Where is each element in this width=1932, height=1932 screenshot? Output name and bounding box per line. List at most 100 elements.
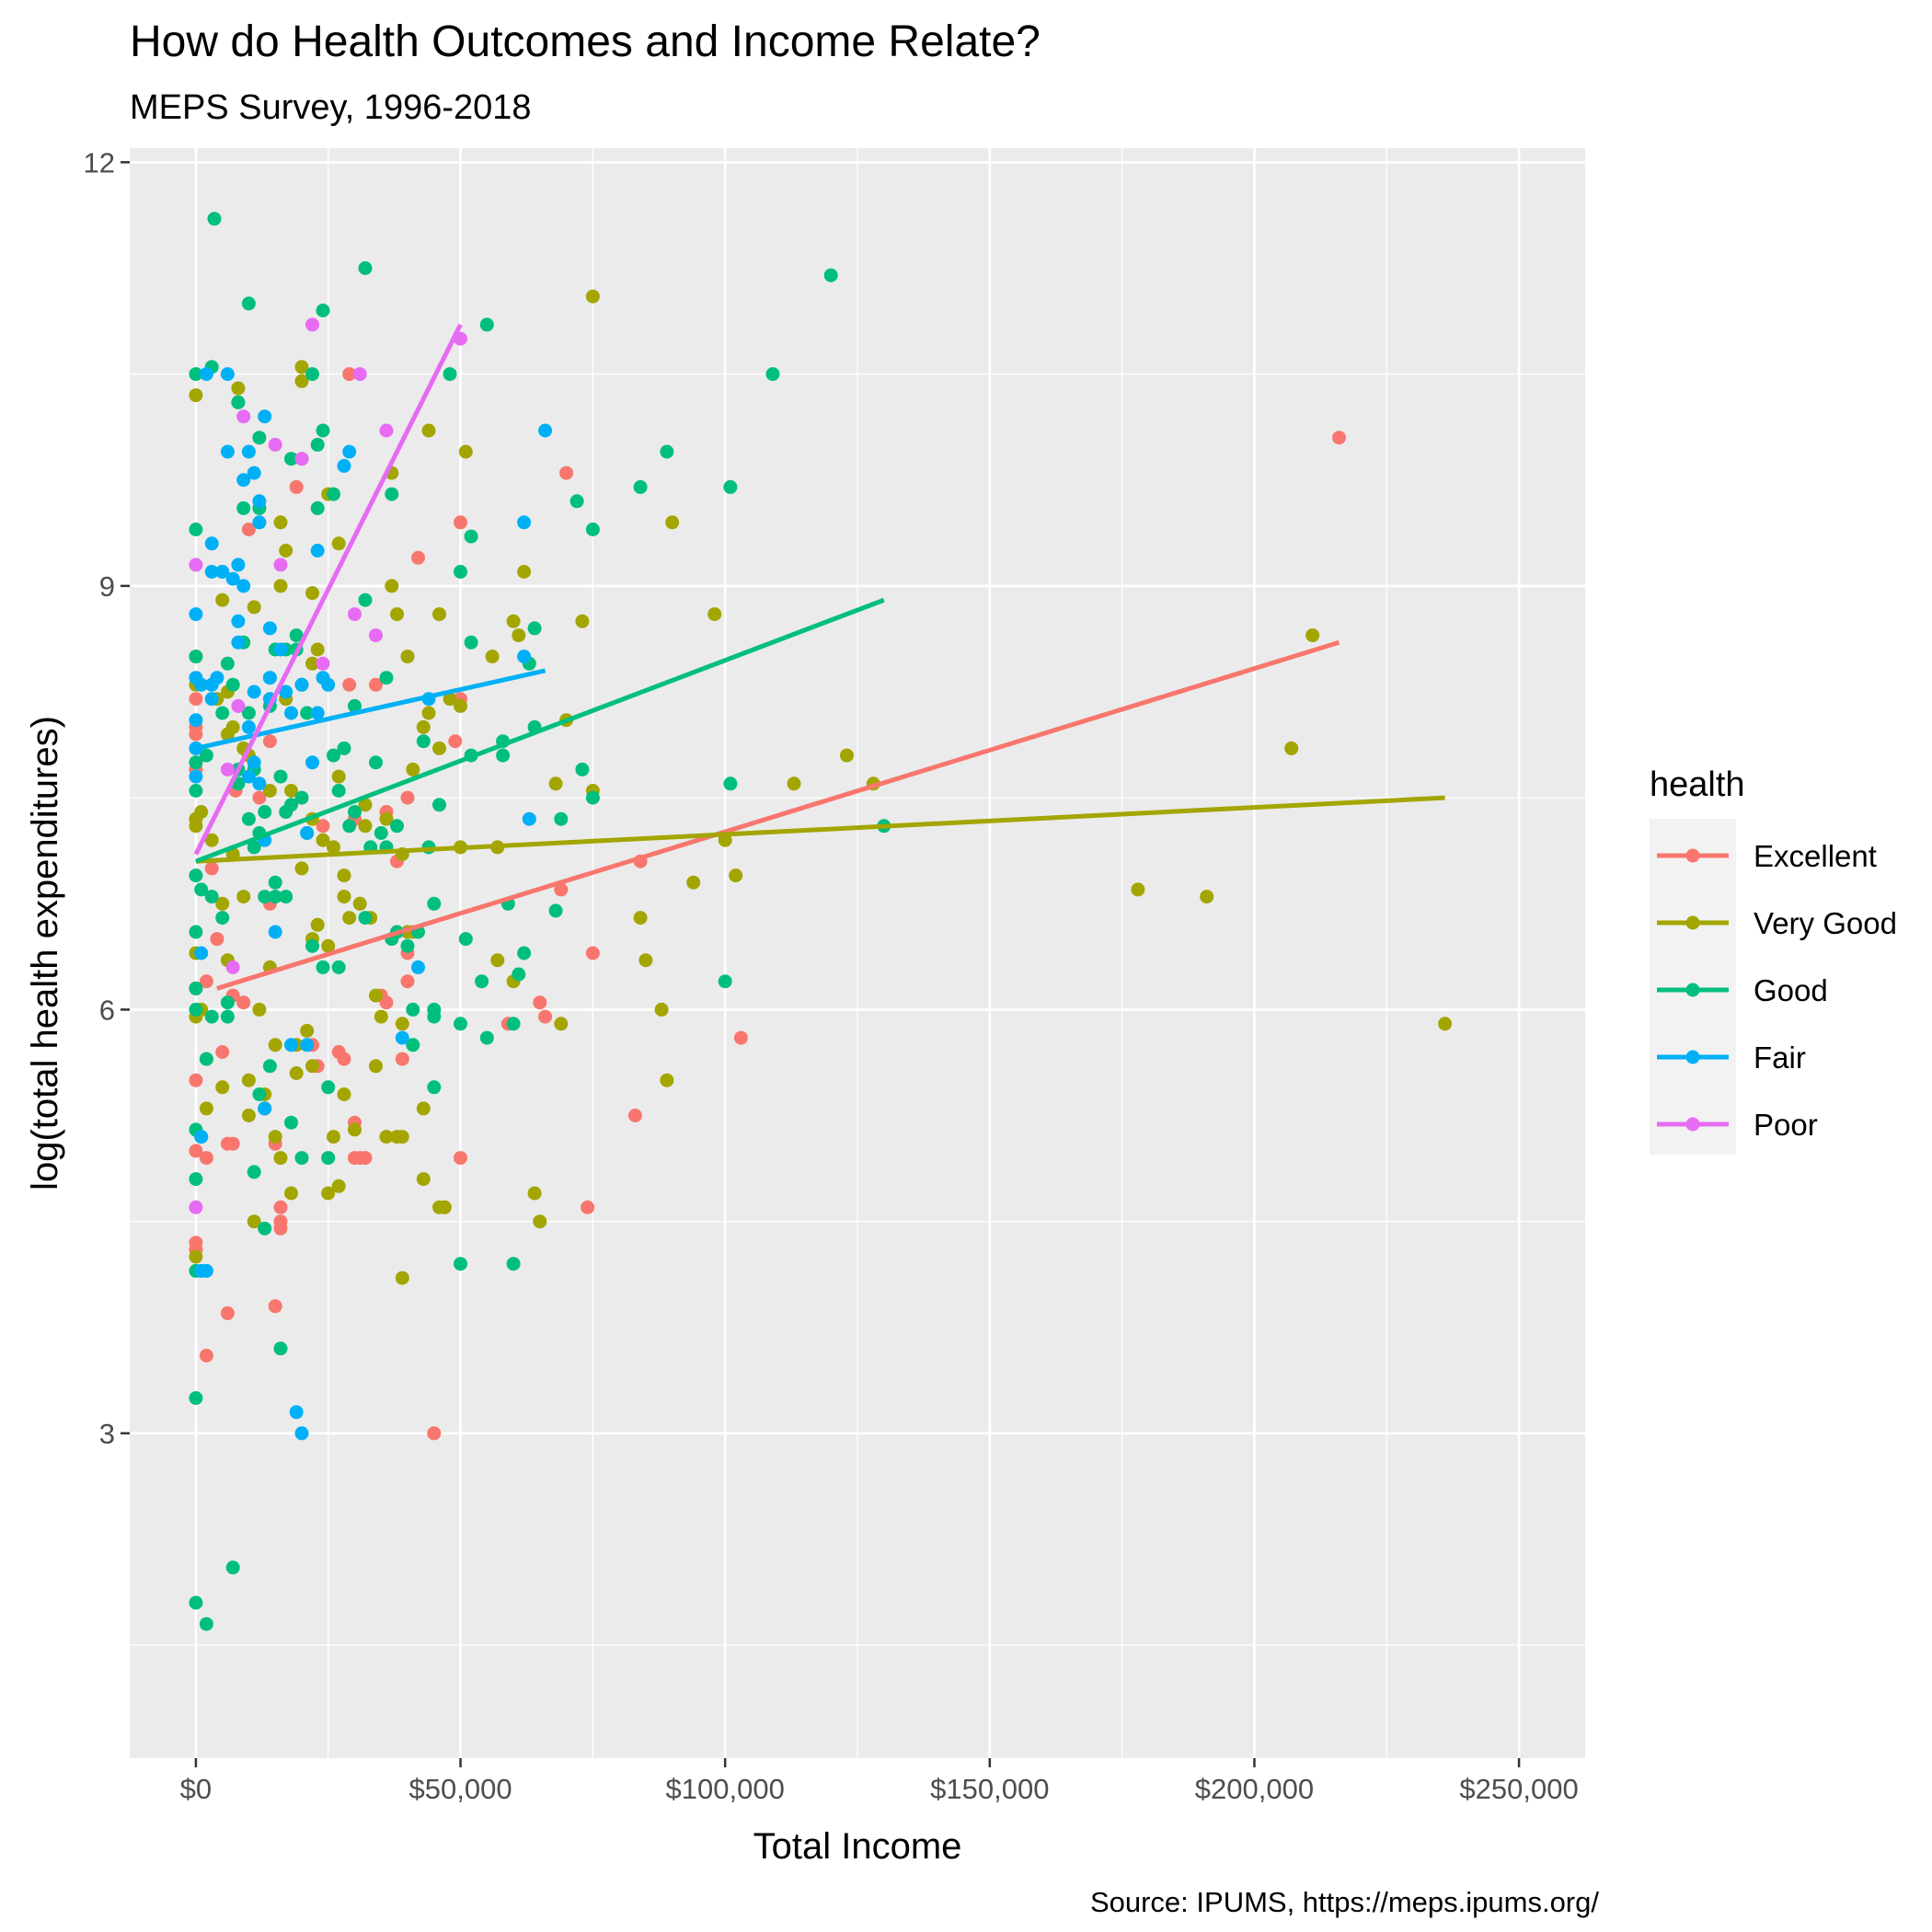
data-point [305,586,319,601]
data-point [189,1200,203,1214]
data-point [199,367,213,382]
data-point [406,1038,420,1052]
trend-line [193,323,463,856]
legend-key-point [1685,915,1700,930]
data-point [369,988,383,1003]
data-point [220,995,235,1010]
data-point [316,304,330,317]
data-point [385,487,399,501]
data-point [765,367,780,382]
data-point [231,635,246,650]
data-point [342,911,357,926]
data-point [273,1341,288,1356]
data-point [225,1136,240,1151]
data-point [660,1073,674,1087]
data-point [337,458,351,473]
data-point [189,1144,203,1158]
legend-title: health [1650,765,1745,804]
data-point [585,946,600,960]
data-point [305,938,319,953]
data-point [294,790,309,805]
data-point [1200,890,1214,904]
data-point [204,1009,219,1024]
data-point [268,925,282,939]
data-point [300,1023,315,1038]
data-point [475,974,489,989]
data-point [189,1002,203,1017]
data-point [633,911,648,926]
data-point [585,790,600,805]
data-point [348,805,362,819]
y-tick-label: 3 [99,1418,115,1450]
data-point [331,1179,346,1193]
minor-gridlines [130,148,1585,1758]
data-point [241,811,256,826]
data-point [294,360,309,374]
data-point [294,1151,309,1166]
data-point [241,296,256,311]
data-point [517,565,532,579]
data-point [554,1017,569,1031]
data-point [273,515,288,530]
data-point [189,925,203,939]
data-point [416,1101,431,1116]
data-point [294,374,309,388]
data-point [284,798,298,812]
data-point [258,890,272,904]
data-point [189,367,203,382]
data-point [454,565,467,579]
data-point [268,890,282,904]
data-point [204,565,219,579]
data-point [517,650,532,664]
data-point [199,1101,213,1116]
data-point [321,1080,336,1095]
data-point [554,882,569,897]
data-point [247,684,261,699]
data-point [512,967,526,982]
data-point [241,719,256,734]
data-point [284,784,298,798]
legend-key-point [1685,1117,1700,1132]
x-tick-label: $200,000 [1195,1773,1314,1805]
data-point [225,571,240,586]
data-point [258,409,272,424]
data-point [352,367,367,382]
data-point [194,882,209,897]
data-point [348,1122,362,1137]
legend-items: Excellent Very Good Good Fair Poor [1657,839,1897,1142]
data-point [247,755,261,770]
data-point [718,974,732,989]
data-point [189,868,203,883]
data-point [194,677,209,692]
data-point [268,1299,282,1314]
data-point [660,444,674,459]
data-point [585,289,600,304]
data-point [840,748,854,763]
data-point [421,706,436,720]
data-point [374,826,388,840]
data-point [258,805,272,819]
data-point [581,1200,595,1214]
data-point [247,1165,261,1179]
data-point [490,953,505,968]
data-point [189,650,203,664]
data-point [204,890,219,904]
data-point [1131,882,1145,897]
data-point [358,819,373,834]
data-point [443,692,457,707]
data-point [199,748,213,763]
data-point [189,388,203,403]
data-point [485,650,500,664]
data-point [273,1200,288,1214]
data-point [633,479,648,494]
data-point [337,868,351,883]
data-point [215,592,230,607]
trend-line [195,795,1445,864]
data-point [448,734,463,749]
data-point [215,1045,230,1059]
chart-title: How do Health Outcomes and Income Relate… [130,17,1041,66]
data-point [305,317,319,332]
data-point [294,452,309,466]
data-point [538,1009,553,1024]
data-point [294,861,309,876]
